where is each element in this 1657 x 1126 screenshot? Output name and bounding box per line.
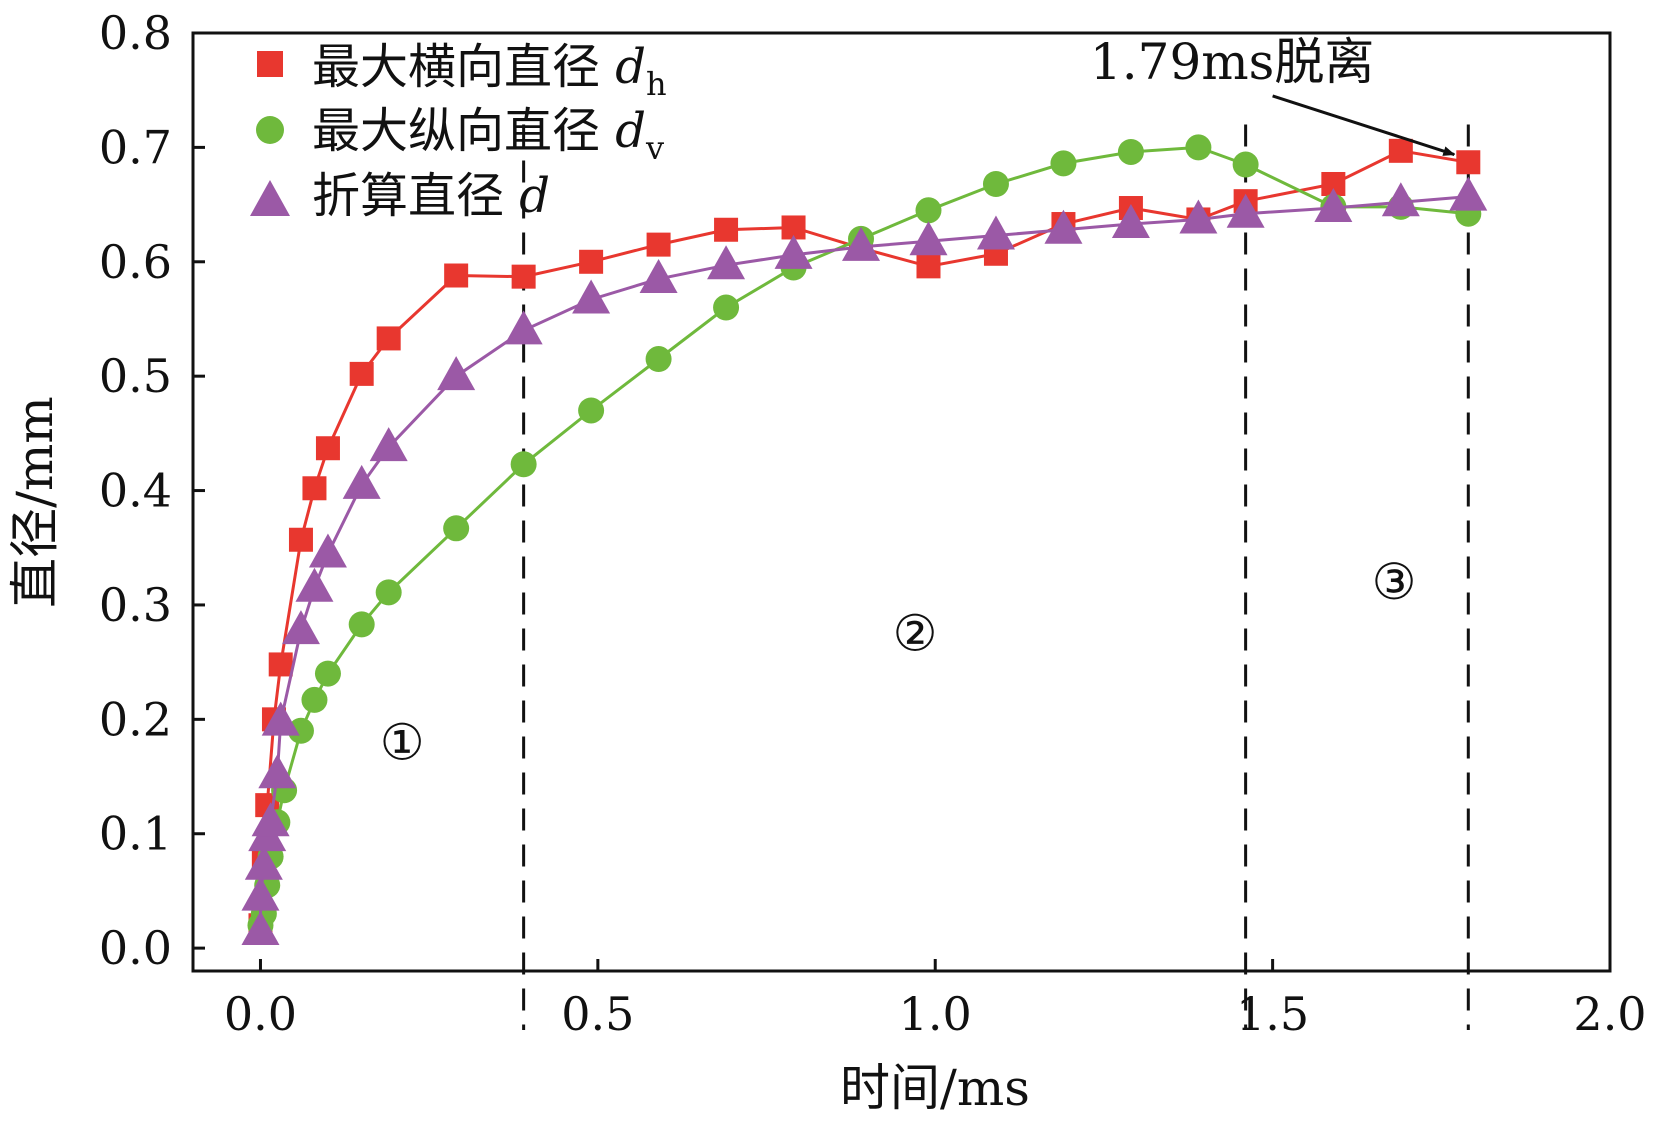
x-tick-label: 0.5	[561, 987, 634, 1041]
series-line	[259, 149, 1469, 926]
data-point-circle	[301, 686, 328, 713]
data-point-triangle	[639, 258, 678, 293]
data-point-triangle	[244, 845, 283, 880]
data-point-triangle	[909, 221, 948, 256]
series-line	[259, 195, 1469, 931]
data-point-square	[349, 361, 374, 386]
data-point-square	[1388, 138, 1413, 163]
data-point-triangle	[251, 802, 290, 837]
data-point-square	[511, 264, 536, 289]
data-point-circle	[287, 717, 314, 744]
data-point-triangle	[1111, 204, 1150, 239]
data-point-triangle	[504, 310, 543, 345]
stage-label: ②	[893, 605, 938, 663]
data-point-square	[315, 436, 340, 461]
y-tick-label: 0.1	[99, 807, 172, 861]
stage-labels: ① ② ③	[380, 553, 1417, 771]
data-point-circle	[578, 397, 605, 424]
data-point-circle	[645, 346, 672, 373]
x-tick-label: 2.0	[1573, 987, 1646, 1041]
annotation-text: 1.79ms脱离	[1090, 33, 1374, 91]
data-point-triangle	[1226, 193, 1265, 228]
data-point-triangle	[437, 356, 476, 391]
data-point-square	[302, 476, 327, 501]
data-point-triangle	[369, 427, 408, 462]
data-point-square	[916, 254, 941, 279]
annotation-arrow	[1272, 94, 1456, 156]
data-point-circle	[1117, 138, 1144, 165]
y-tick-label: 0.7	[99, 120, 172, 174]
data-point-circle	[348, 611, 375, 638]
data-point-triangle	[295, 567, 334, 602]
data-point-square	[579, 249, 604, 274]
data-point-triangle	[976, 215, 1015, 250]
data-point-triangle	[1044, 209, 1083, 244]
annotation: 1.79ms脱离	[1090, 33, 1456, 156]
data-point-triangle	[261, 701, 300, 736]
data-point-circle	[375, 579, 402, 606]
x-tick-label: 1.0	[899, 987, 972, 1041]
legend-item-equivalent: 折算直径 d	[250, 168, 550, 224]
data-point-triangle	[342, 464, 381, 499]
data-point-triangle	[1314, 188, 1353, 223]
plot-frame	[191, 31, 1612, 973]
legend-item-horizontal: 最大横向直径 dh	[257, 39, 667, 103]
data-point-triangle	[572, 279, 611, 314]
data-point-square	[1456, 150, 1481, 175]
legend-marker-triangle	[250, 180, 290, 216]
data-point-triangle	[1381, 182, 1420, 217]
data-point-circle	[1185, 134, 1212, 161]
data-point-circle	[314, 660, 341, 687]
stage-label: ③	[1372, 553, 1417, 611]
data-point-circle	[1050, 150, 1077, 177]
y-axis-title: 直径/mm	[6, 396, 64, 608]
y-tick-label: 0.2	[99, 692, 172, 746]
data-point-circle	[1232, 151, 1259, 178]
y-tick-label: 0.0	[99, 921, 172, 975]
y-tick-label: 0.3	[99, 578, 172, 632]
data-point-triangle	[774, 234, 813, 269]
data-point-triangle	[241, 876, 280, 911]
data-point-triangle	[1449, 176, 1488, 211]
legend-marker-square	[257, 51, 283, 77]
legend-label-vertical: 最大纵向直径 dv	[312, 103, 664, 167]
series-triangle	[241, 176, 1488, 945]
x-tick-label: 0.0	[224, 987, 297, 1041]
data-point-triangle	[258, 754, 297, 789]
data-point-triangle	[707, 245, 746, 280]
data-point-square	[268, 652, 293, 677]
data-point-circle	[443, 515, 470, 542]
data-point-triangle	[308, 533, 347, 568]
legend-label-horizontal: 最大横向直径 dh	[312, 39, 667, 103]
data-point-square	[444, 263, 469, 288]
data-point-circle	[915, 197, 942, 224]
data-point-circle	[982, 170, 1009, 197]
data-point-square	[376, 326, 401, 351]
data-point-circle	[510, 451, 537, 478]
y-tick-label: 0.8	[99, 6, 172, 60]
legend-label-equivalent: 折算直径 d	[312, 168, 550, 224]
data-point-circle	[713, 294, 740, 321]
axis-ticks: 0.0 0.5 1.0 1.5 2.0 0.0 0.1 0.2 0.3 0.4 0.5 0.6 0.7 0…	[99, 6, 1647, 1041]
legend-item-vertical: 最大纵向直径 dv	[256, 103, 664, 167]
y-tick-label: 0.6	[99, 235, 172, 289]
series-line	[259, 145, 1469, 926]
y-tick-label: 0.4	[99, 464, 172, 518]
data-point-triangle	[281, 610, 320, 645]
x-axis-title: 时间/ms	[840, 1059, 1030, 1117]
data-point-square	[646, 232, 671, 257]
legend: 最大横向直径 dh 最大纵向直径 dv 折算直径 d	[250, 39, 667, 224]
data-point-square	[288, 527, 313, 552]
data-point-triangle	[1179, 199, 1218, 234]
y-tick-label: 0.5	[99, 349, 172, 403]
data-point-square	[714, 217, 739, 242]
data-point-triangle	[241, 910, 280, 945]
legend-marker-circle	[256, 116, 284, 144]
data-point-triangle	[842, 226, 881, 261]
stage-label: ①	[380, 713, 425, 771]
data-series	[241, 134, 1488, 945]
x-tick-label: 1.5	[1236, 987, 1309, 1041]
